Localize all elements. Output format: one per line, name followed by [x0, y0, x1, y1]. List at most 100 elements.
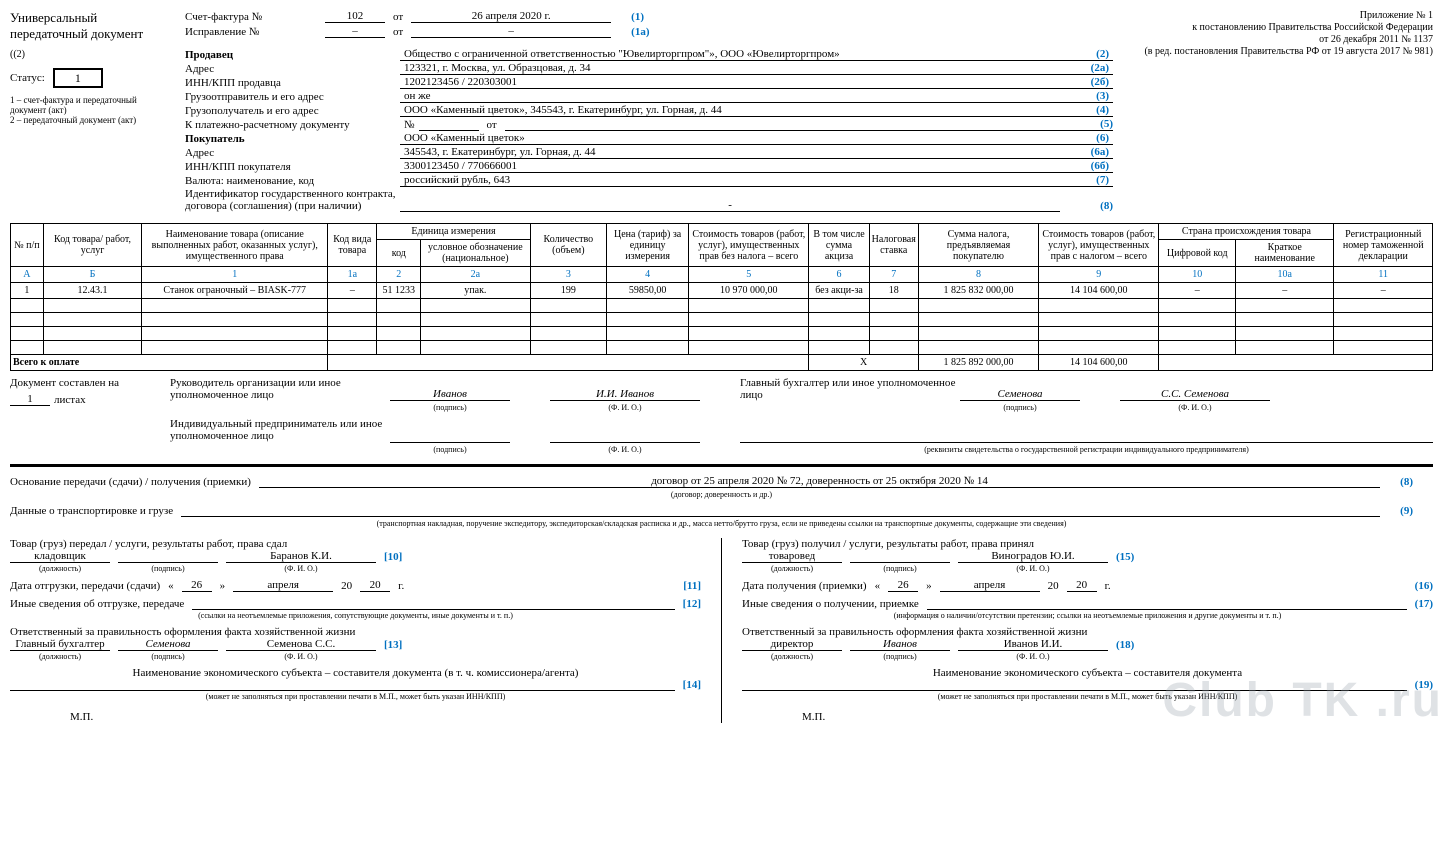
ip-fio	[550, 442, 700, 443]
appendix: Приложение № 1 к постановлению Правитель…	[1113, 10, 1433, 213]
appx-l1: Приложение № 1	[1113, 10, 1433, 22]
resp-sig: Семенова	[118, 638, 218, 651]
recv-date-ref: (16)	[1415, 580, 1433, 592]
other-recv-lab: Иные сведения о получении, приемке	[742, 598, 919, 610]
corr-no: –	[325, 25, 385, 38]
inn-val: 1202123456 / 220303001	[404, 76, 517, 88]
divider	[10, 464, 1433, 467]
cons-lab: Грузополучатель и его адрес	[185, 105, 400, 117]
shipper-ref: (3)	[1096, 90, 1109, 102]
ip-sig	[390, 442, 510, 443]
binn-val: 3300123450 / 770666001	[404, 160, 517, 172]
ip-lab: Индивидуальный предприниматель или иное …	[170, 418, 390, 442]
appx-l4: (в ред. постановления Правительства РФ о…	[1113, 46, 1433, 58]
doc-title: Универсальный передаточный документ	[10, 10, 175, 41]
basis-cap: (договор; доверенность и др.)	[10, 490, 1433, 499]
basis-lab: Основание передачи (сдачи) / получения (…	[10, 476, 259, 488]
table-row	[11, 299, 1433, 313]
resp2-ref: (18)	[1116, 639, 1134, 651]
baddr-ref: (6а)	[1091, 146, 1109, 158]
give-title: Товар (груз) передал / услуги, результат…	[10, 538, 701, 550]
corr-ot: от	[385, 26, 411, 38]
head-fio: И.И. Иванов	[550, 388, 700, 401]
appx-l2: к постановлению Правительства Российской…	[1113, 22, 1433, 34]
resp-fio: Семенова С.С.	[226, 638, 376, 651]
other-recv-val	[927, 609, 1407, 610]
th-ucode: код	[377, 240, 421, 267]
sheets-val: 1	[10, 393, 50, 406]
table-row	[11, 313, 1433, 327]
th-no: № п/п	[11, 224, 44, 267]
contract-val: -	[400, 199, 1060, 212]
sf-date: 26 апреля 2020 г.	[411, 10, 611, 23]
econ2-val	[742, 690, 1407, 691]
resp2-pos: директор	[742, 638, 842, 651]
sf-label: Счет-фактура №	[185, 11, 325, 23]
shipper-val: он же	[404, 90, 430, 102]
corr-ref: (1а)	[611, 26, 649, 38]
items-table: № п/п Код товара/ работ, услуг Наименова…	[10, 223, 1433, 371]
col-refs-row: АБ11а 22а34 5678 91010а11	[11, 267, 1433, 283]
buyer-title: Покупатель	[185, 133, 400, 145]
sf-ot: от	[385, 11, 411, 23]
econ-val	[10, 690, 675, 691]
sf-no: 102	[325, 10, 385, 23]
econ2-lab: Наименование экономического субъекта – с…	[742, 667, 1433, 679]
left-block: Универсальный передаточный документ ((2)…	[10, 10, 185, 213]
contract-lab: Идентификатор государственного контракта…	[185, 188, 400, 212]
th-unit: Единица измерения	[377, 224, 530, 240]
recv-fio: Виноградов Ю.И.	[958, 550, 1108, 563]
basis-ref: (8)	[1380, 476, 1433, 488]
acc-fio: С.С. Семенова	[1120, 388, 1270, 401]
buyer-val: ООО «Каменный цветок»	[404, 132, 525, 144]
cons-val: ООО «Каменный цветок», 345543, г. Екатер…	[404, 104, 722, 116]
baddr-val: 345543, г. Екатеринбург, ул. Горная, д. …	[404, 146, 596, 158]
handover-block: Товар (груз) передал / услуги, результат…	[10, 538, 1433, 723]
th-country: Страна происхождения товара	[1159, 224, 1334, 240]
recv-col: Товар (груз) получил / услуги, результат…	[721, 538, 1433, 723]
inn-ref: (2б)	[1091, 76, 1109, 88]
recv-sig	[850, 562, 950, 563]
binn-lab: ИНН/КПП покупателя	[185, 161, 400, 173]
other-ship-val	[192, 609, 674, 610]
paydoc-ref: (5)	[1100, 118, 1113, 130]
table-row	[11, 341, 1433, 355]
sig-block: Документ составлен на 1 листах Руководит…	[10, 377, 1433, 455]
cons-ref: (4)	[1096, 104, 1109, 116]
give-fio: Баранов К.И.	[226, 550, 376, 563]
recv-pos: товаровед	[742, 550, 842, 563]
curr-val: российский рубль, 643	[404, 174, 510, 186]
econ-lab: Наименование экономического субъекта – с…	[10, 667, 701, 679]
th-name: Наименование товара (описание выполненны…	[142, 224, 328, 267]
other-recv-ref: (17)	[1415, 598, 1433, 610]
binn-ref: (6б)	[1091, 160, 1109, 172]
recv-ref: (15)	[1116, 551, 1134, 563]
seller-ref: (2)	[1096, 48, 1109, 60]
th-uname: условное обозначение (национальное)	[421, 240, 530, 267]
recv-title: Товар (груз) получил / услуги, результат…	[742, 538, 1433, 550]
corr-date: –	[411, 25, 611, 38]
th-rate: Нало­говая ставка	[869, 224, 918, 267]
sf-ref: (1)	[611, 11, 644, 23]
ip-reg	[740, 442, 1433, 443]
th-code: Код товара/ работ, услуг	[43, 224, 141, 267]
table-row	[11, 327, 1433, 341]
contract-ref: (8)	[1060, 200, 1113, 212]
curr-lab: Валюта: наименование, код	[185, 175, 400, 187]
legend: 1 – счет-фактура и передаточный документ…	[10, 96, 175, 126]
sheets-lab: листах	[50, 394, 86, 406]
give-col: Товар (груз) передал / услуги, результат…	[10, 538, 701, 723]
econ-ref: [14]	[683, 679, 701, 691]
totals-row: Всего к оплате Х 1 825 892 000,00 14 104…	[11, 355, 1433, 371]
resp2-fio: Иванов И.И.	[958, 638, 1108, 651]
stamp-left: М.П.	[10, 711, 701, 723]
recv-date-lab: Дата получения (приемки)	[742, 580, 867, 592]
acc-lab: Главный бухгалтер или иное уполномоченно…	[740, 377, 960, 401]
th-type: Код вида товара	[328, 224, 377, 267]
basis-val: договор от 25 апреля 2020 № 72, доверенн…	[259, 475, 1380, 488]
resp-pos: Главный бухгалтер	[10, 638, 110, 651]
ship-date-lab: Дата отгрузки, передачи (сдачи)	[10, 580, 160, 592]
appx-l3: от 26 декабря 2011 № 1137	[1113, 34, 1433, 46]
econ2-ref: (19)	[1415, 679, 1433, 691]
th-costnt: Стоимость товаров (работ, услуг), имущес…	[689, 224, 809, 267]
